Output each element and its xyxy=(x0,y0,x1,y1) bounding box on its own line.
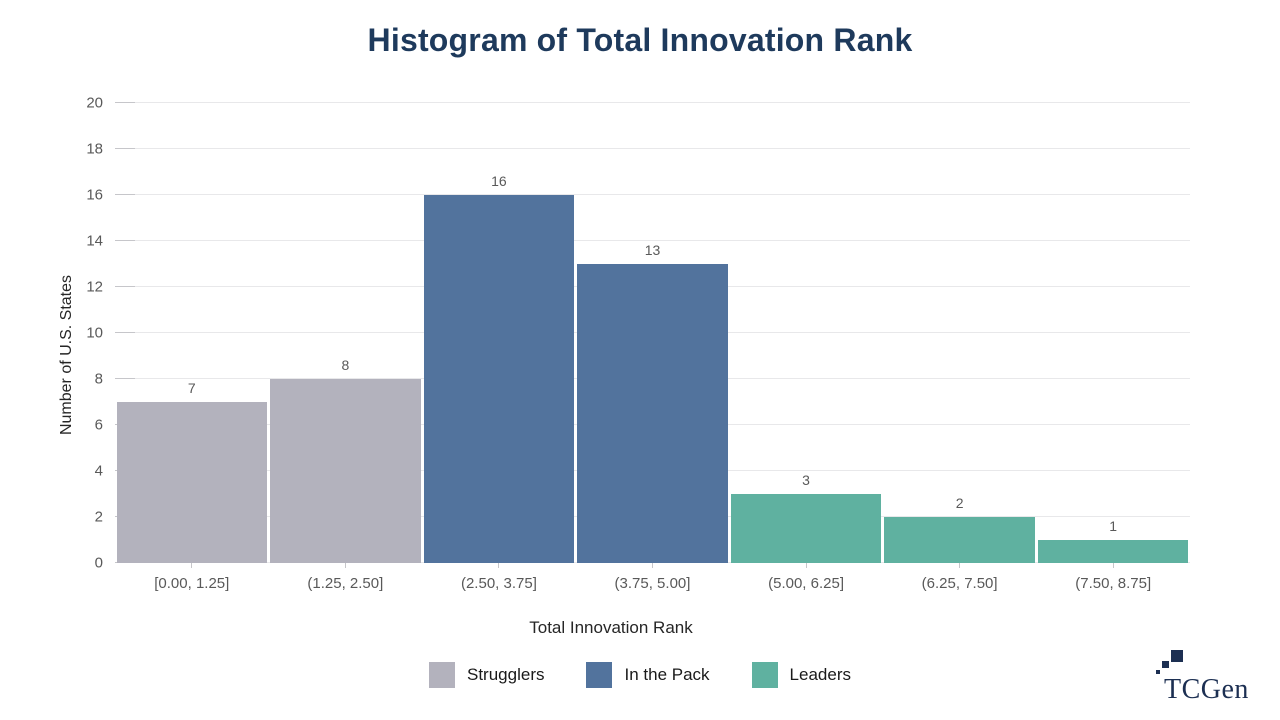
bar-value-label: 1 xyxy=(1109,518,1118,534)
chart-title: Histogram of Total Innovation Rank xyxy=(367,22,913,58)
x-tick-mark xyxy=(805,563,807,568)
y-tick-label: 6 xyxy=(94,416,103,434)
legend-item-leaders: Leaders xyxy=(751,662,851,688)
y-tick-label: 4 xyxy=(94,462,103,480)
x-tick-label: (3.75, 5.00] xyxy=(614,575,691,592)
legend-swatch xyxy=(429,662,455,688)
histogram-bar xyxy=(884,517,1035,563)
y-tick-mark xyxy=(115,286,135,287)
histogram-bar xyxy=(1037,540,1189,563)
histogram-bar xyxy=(116,402,268,563)
logo-square-icon xyxy=(1156,670,1160,674)
x-tick-label: (1.25, 2.50] xyxy=(307,575,384,592)
plot-area: 7 8 16 13 3 2 1 xyxy=(115,102,1190,563)
logo-square-icon xyxy=(1171,650,1183,662)
y-tick-mark xyxy=(115,148,135,149)
y-axis-tick-labels: 0 2 4 6 8 10 12 14 16 18 20 xyxy=(0,96,103,571)
x-tick-label: (6.25, 7.50] xyxy=(921,575,998,592)
gridline xyxy=(115,194,1190,195)
legend-label: Strugglers xyxy=(467,665,545,684)
x-tick-label: (2.50, 3.75] xyxy=(460,575,537,592)
y-tick-mark xyxy=(115,332,135,333)
y-tick-label: 0 xyxy=(94,554,103,572)
legend-item-in-the-pack: In the Pack xyxy=(586,662,710,688)
bar-value-label: 13 xyxy=(644,242,661,258)
y-tick-label: 14 xyxy=(86,232,103,250)
gridline xyxy=(115,148,1190,149)
legend-label: Leaders xyxy=(789,665,851,684)
histogram-bar xyxy=(730,494,882,563)
x-tick-mark xyxy=(498,563,500,568)
bar-value-label: 16 xyxy=(491,173,507,189)
x-tick-mark xyxy=(1112,563,1114,568)
gridline xyxy=(115,102,1190,103)
y-tick-label: 8 xyxy=(94,370,103,388)
x-tick-label: (5.00, 6.25] xyxy=(768,575,844,592)
x-tick-label: [0.00, 1.25] xyxy=(154,575,230,592)
gridline xyxy=(115,240,1190,241)
y-tick-label: 20 xyxy=(86,94,103,112)
histogram-bar xyxy=(577,264,728,563)
y-tick-label: 12 xyxy=(86,278,103,296)
bar-value-label: 3 xyxy=(802,472,810,488)
bar-value-label: 8 xyxy=(341,357,350,373)
legend-swatch xyxy=(586,662,613,688)
bar-value-label: 7 xyxy=(187,380,196,396)
x-axis-title: Total Innovation Rank xyxy=(529,618,693,637)
logo-square-icon xyxy=(1162,661,1169,668)
y-tick-label: 2 xyxy=(94,508,103,526)
tcgen-logo: TCGen xyxy=(1148,648,1270,710)
histogram-bar xyxy=(270,379,421,563)
histogram-bar xyxy=(423,195,575,563)
y-tick-mark xyxy=(115,378,135,379)
y-tick-mark xyxy=(115,102,135,103)
x-tick-mark xyxy=(344,563,346,568)
x-tick-mark xyxy=(959,563,961,568)
y-tick-mark xyxy=(115,240,135,241)
y-tick-label: 10 xyxy=(86,324,103,342)
x-tick-mark xyxy=(652,563,653,568)
bar-value-label: 2 xyxy=(955,495,964,511)
x-axis-tick-labels: [0.00, 1.25] (1.25, 2.50] (2.50, 3.75] (3.7… xyxy=(115,575,1190,595)
x-tick-label: (7.50, 8.75] xyxy=(1075,575,1152,592)
legend: Strugglers In the Pack Leaders xyxy=(0,662,1280,688)
legend-item-strugglers: Strugglers xyxy=(429,662,544,688)
logo-text: TCGen xyxy=(1164,674,1249,705)
y-tick-mark xyxy=(115,194,135,195)
legend-swatch xyxy=(751,662,778,688)
x-tick-mark xyxy=(191,563,193,568)
legend-label: In the Pack xyxy=(624,665,710,684)
y-tick-label: 18 xyxy=(86,140,103,158)
y-tick-label: 16 xyxy=(86,186,103,204)
